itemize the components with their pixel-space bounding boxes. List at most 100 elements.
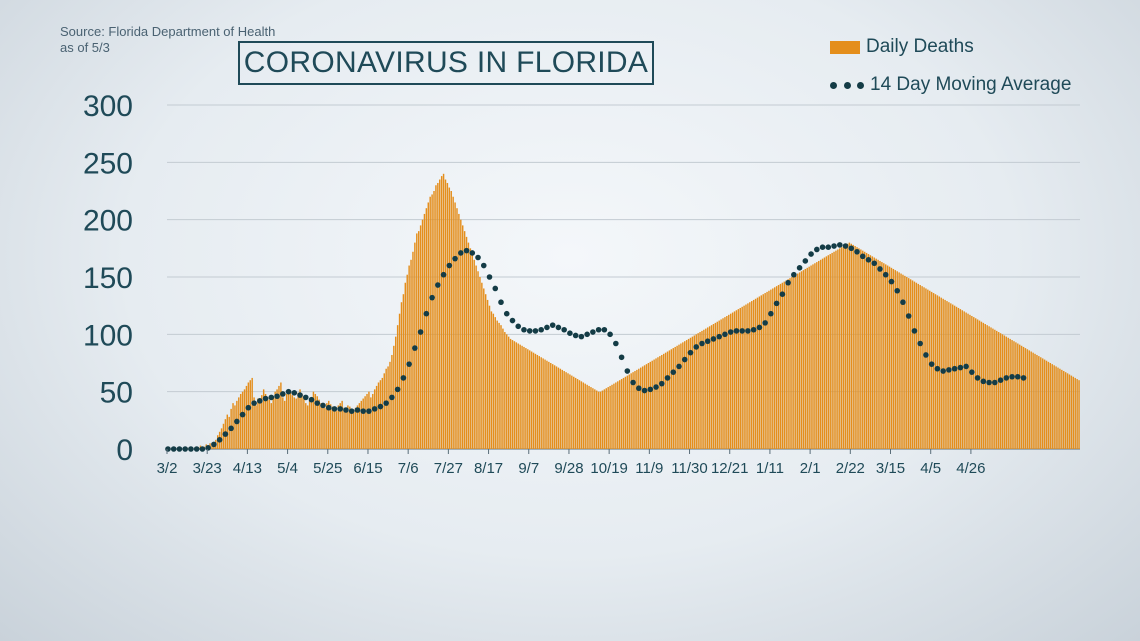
avg-point <box>480 262 487 269</box>
bar <box>890 267 893 449</box>
avg-point <box>251 400 257 406</box>
avg-point <box>957 364 964 371</box>
bar <box>416 233 418 449</box>
bar <box>781 282 784 449</box>
bar <box>923 287 925 449</box>
avg-point <box>165 446 171 452</box>
avg-point <box>492 285 499 292</box>
bar <box>314 393 317 449</box>
avg-point <box>234 418 240 425</box>
bar <box>565 372 567 449</box>
bar <box>306 405 309 449</box>
avg-point <box>940 368 946 374</box>
bar <box>863 251 866 449</box>
bar <box>398 313 401 449</box>
bar <box>783 281 785 449</box>
bar <box>595 390 598 449</box>
bar <box>268 399 271 449</box>
bar <box>760 295 763 449</box>
bar <box>232 403 234 449</box>
bar <box>835 250 837 449</box>
y-tick-label: 0 <box>116 434 133 467</box>
bar <box>559 368 562 449</box>
bar <box>463 231 466 449</box>
bar <box>787 279 789 449</box>
bar <box>528 350 531 449</box>
avg-point <box>406 361 412 367</box>
bar <box>504 332 506 449</box>
avg-point <box>923 352 929 358</box>
bar <box>961 310 964 449</box>
bar <box>387 366 389 449</box>
avg-point <box>900 299 906 306</box>
avg-point <box>400 375 407 381</box>
bar <box>800 271 803 449</box>
bar <box>651 360 653 449</box>
bar <box>915 282 918 449</box>
avg-point <box>262 395 269 402</box>
bar <box>770 289 772 449</box>
bar <box>793 275 795 449</box>
bar <box>226 414 229 449</box>
bar <box>881 262 883 449</box>
avg-point <box>687 349 694 356</box>
bar <box>488 305 491 449</box>
bar <box>743 305 745 449</box>
avg-point <box>193 446 200 452</box>
avg-point <box>239 411 246 418</box>
bar <box>647 363 650 449</box>
bar <box>779 283 782 449</box>
bar <box>270 403 273 449</box>
bar <box>515 342 518 449</box>
avg-point <box>216 437 223 443</box>
bar <box>243 389 246 449</box>
bar <box>601 390 604 449</box>
avg-point <box>498 299 504 306</box>
bar <box>894 270 897 449</box>
avg-point <box>676 363 682 370</box>
x-tick-label: 8/17 <box>474 460 503 477</box>
bar <box>356 405 359 449</box>
bar <box>496 320 498 449</box>
bar <box>934 294 937 449</box>
avg-point <box>653 384 659 390</box>
bar <box>839 248 841 449</box>
bar <box>276 389 278 449</box>
bar <box>640 367 642 449</box>
bar <box>737 309 740 449</box>
bar <box>854 246 856 449</box>
avg-point <box>681 356 688 363</box>
bar <box>802 270 805 449</box>
avg-point <box>951 365 958 372</box>
bar <box>649 361 652 449</box>
bar <box>473 259 475 449</box>
bar <box>1034 353 1036 449</box>
x-tick-label: 4/5 <box>920 460 941 477</box>
bar <box>906 277 908 449</box>
avg-point <box>664 375 671 381</box>
avg-point <box>969 369 975 375</box>
bar <box>913 281 916 449</box>
x-tick-label: 9/28 <box>554 460 583 477</box>
avg-point <box>739 328 745 334</box>
avg-point <box>928 361 935 367</box>
bar <box>808 266 810 449</box>
avg-point <box>590 329 596 335</box>
x-tick-label: 10/19 <box>590 460 628 477</box>
bar <box>1001 334 1004 449</box>
bar <box>676 345 678 449</box>
bar <box>536 354 539 449</box>
avg-point <box>848 245 855 252</box>
dots-moving-average <box>165 242 1027 452</box>
bar <box>295 398 297 449</box>
bar <box>337 405 340 449</box>
bar <box>1032 352 1034 449</box>
bar <box>1068 374 1071 449</box>
bar <box>530 351 533 449</box>
bar <box>460 219 462 449</box>
bar <box>948 302 950 449</box>
bar <box>825 256 828 449</box>
bar <box>527 349 529 449</box>
bar <box>264 393 267 449</box>
bar <box>433 191 435 449</box>
